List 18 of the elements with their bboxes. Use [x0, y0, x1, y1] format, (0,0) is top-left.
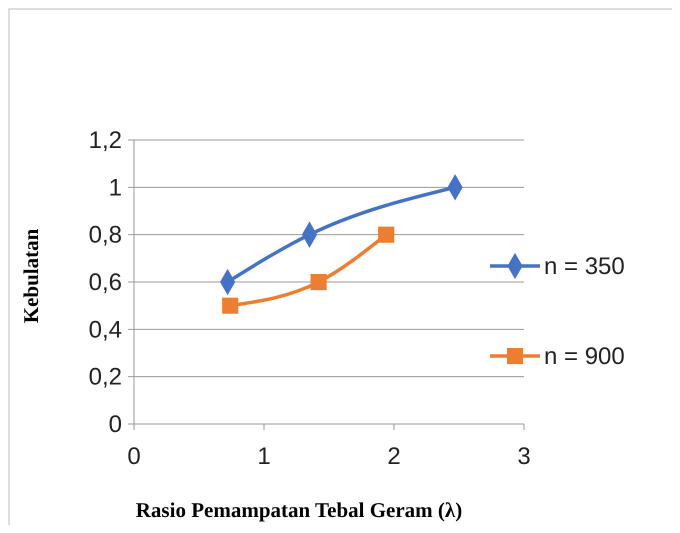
y-tick-label: 1: [108, 174, 122, 202]
legend-label: n = 350: [544, 253, 625, 280]
y-tick-label: 0: [108, 411, 122, 438]
y-tick-label: 0,4: [88, 316, 122, 344]
y-tick-label: 0,8: [88, 222, 122, 249]
y-axis-title: Kebulatan: [19, 228, 43, 324]
x-tick-label: 3: [517, 443, 531, 470]
x-tick-label: 0: [127, 443, 141, 470]
x-tick-label: 1: [257, 443, 271, 470]
point: [378, 226, 394, 243]
x-axis-title: Rasio Pemampatan Tebal Geram (λ): [136, 498, 462, 522]
y-tick-label: 0,6: [88, 269, 122, 296]
y-tick-label: 1,2: [88, 127, 122, 154]
x-tick-label: 2: [387, 443, 401, 470]
y-tick-label: 0,2: [88, 364, 122, 391]
legend-label: n = 900: [544, 343, 625, 370]
point: [310, 274, 327, 290]
point: [222, 298, 238, 314]
